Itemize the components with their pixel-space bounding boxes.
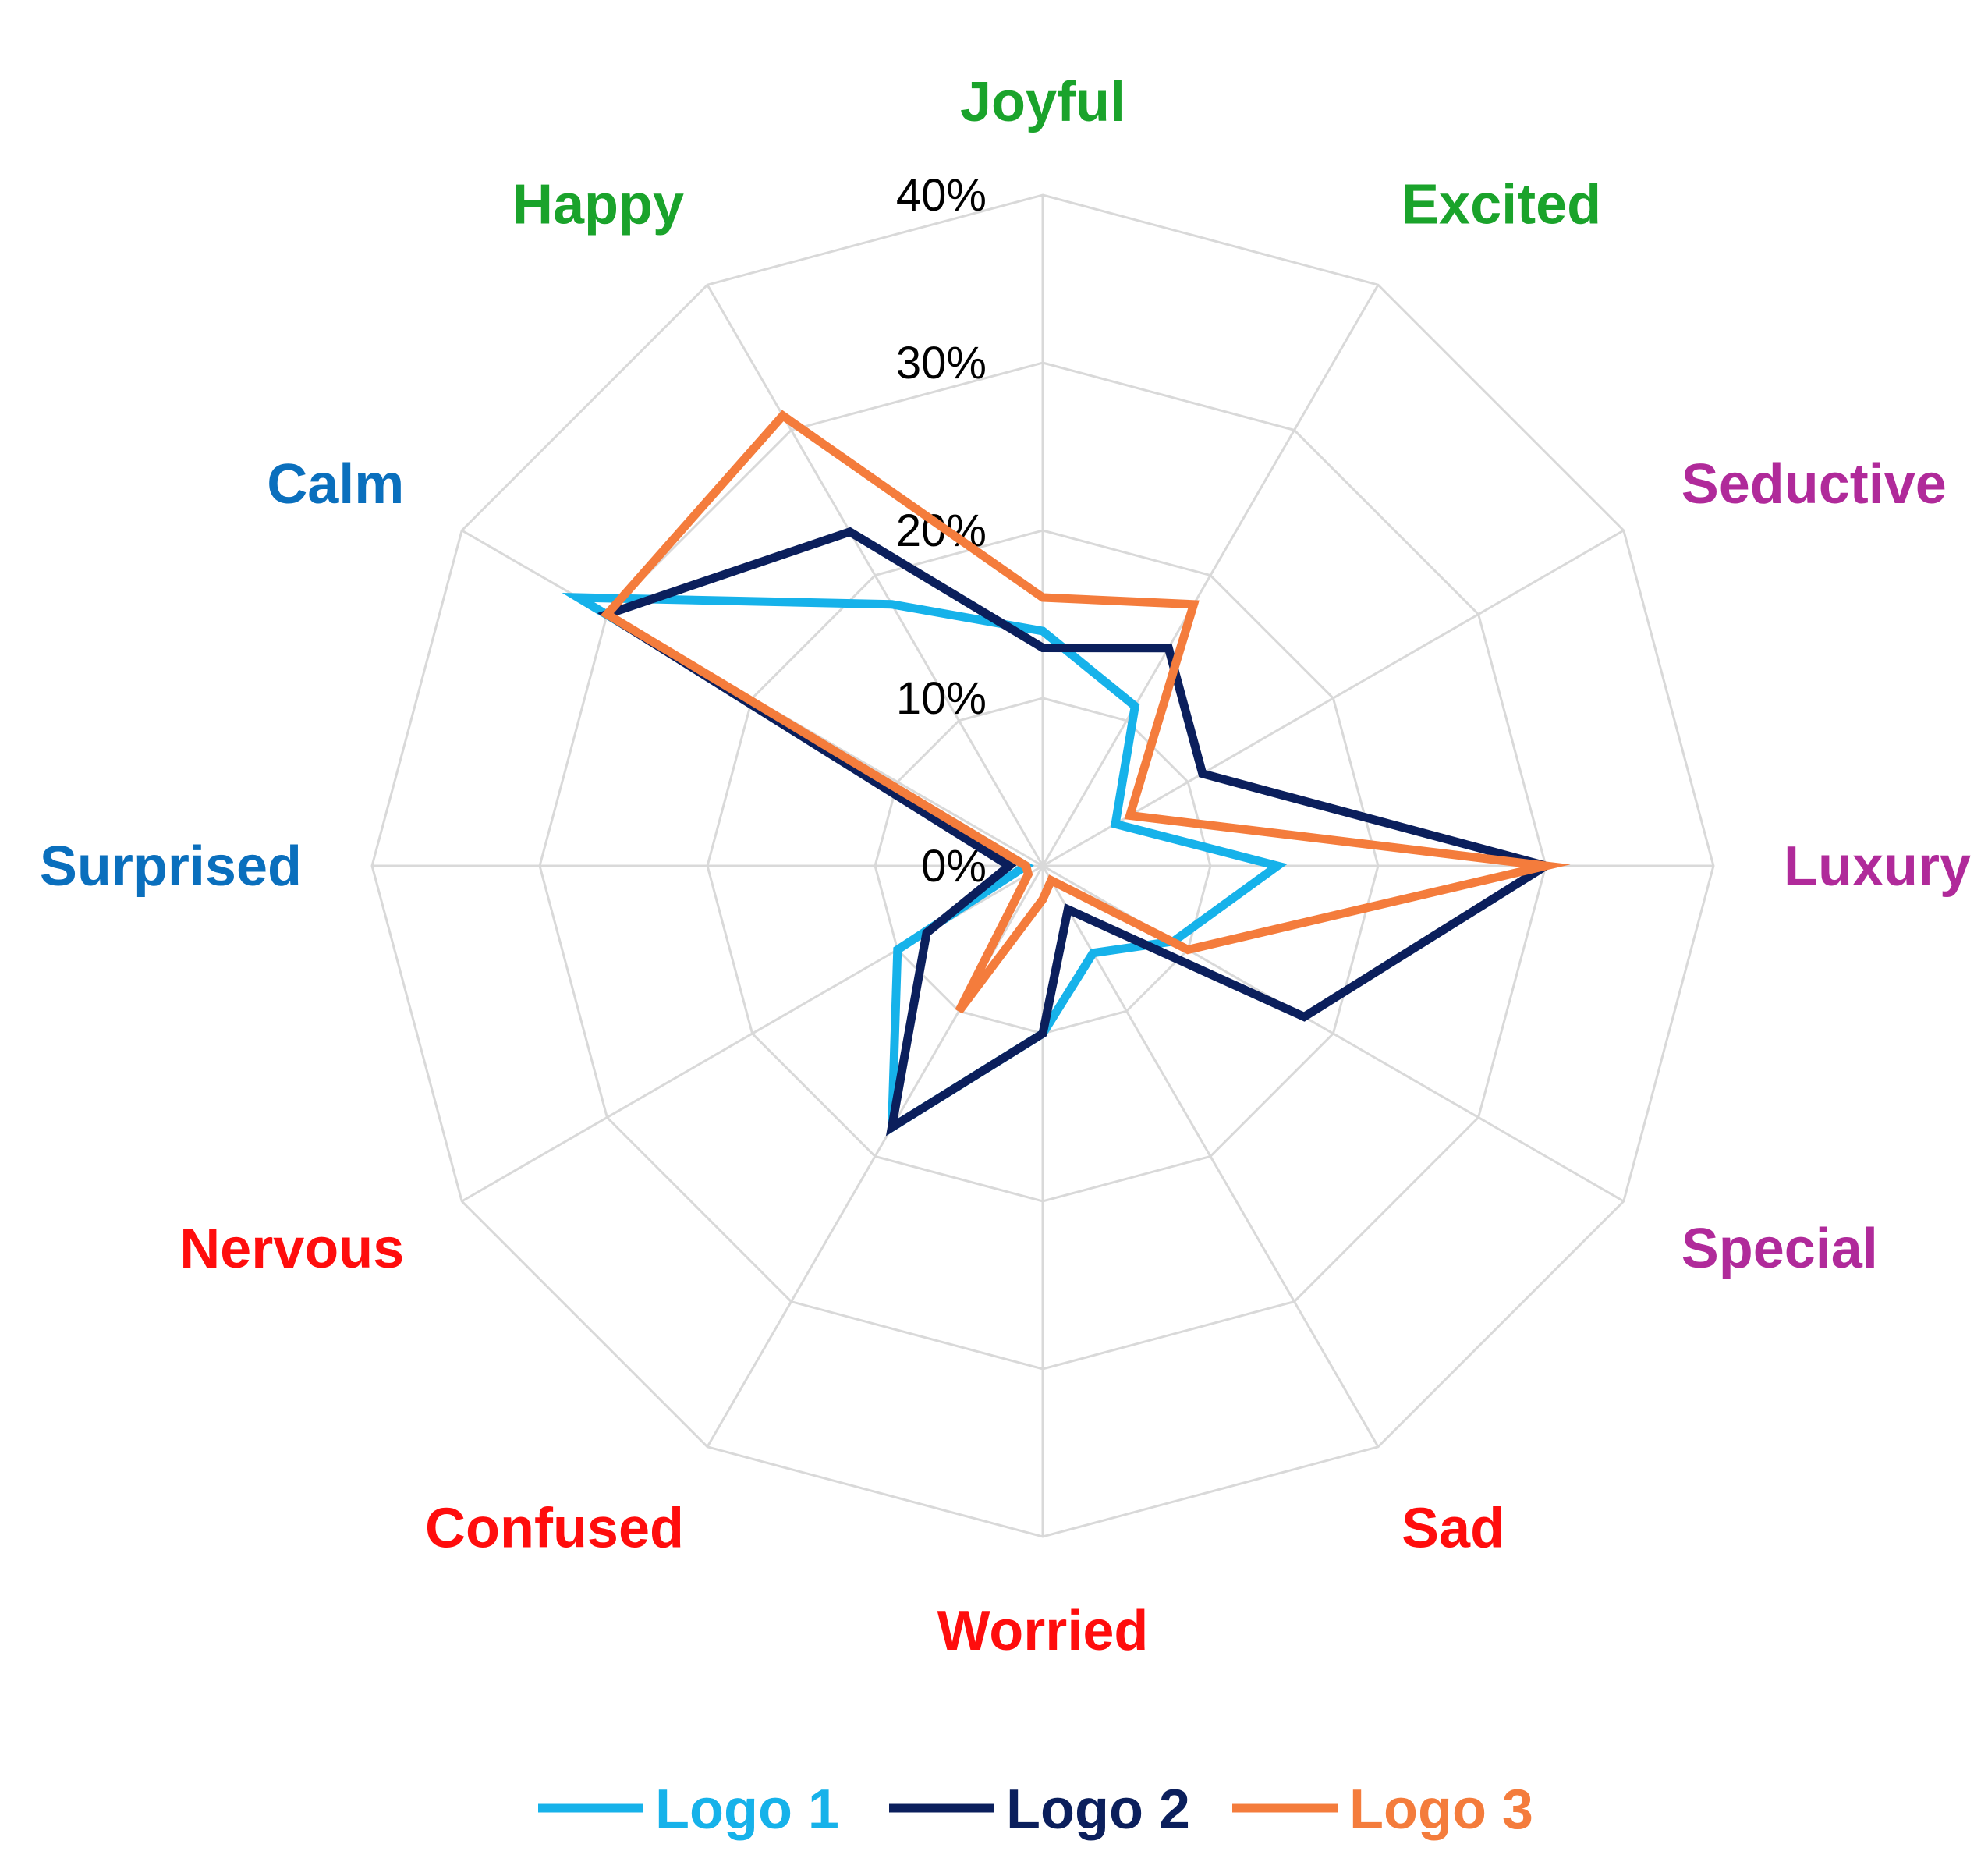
legend-label-logo-2: Logo 2 [1006, 1779, 1190, 1841]
category-label-calm: Calm [267, 453, 404, 516]
grid-spoke [1041, 865, 1380, 1448]
series-line-logo-2 [597, 527, 1557, 1137]
tick-label: 10% [896, 673, 987, 724]
category-label-special: Special [1681, 1218, 1878, 1280]
series-line-logo-3 [600, 410, 1571, 1014]
category-label-joyful: Joyful [960, 71, 1125, 133]
legend-label-logo-1: Logo 1 [655, 1779, 839, 1841]
legend-label-logo-3: Logo 3 [1349, 1779, 1533, 1841]
grid-spoke [706, 284, 1044, 867]
grid-spoke [1042, 529, 1625, 867]
tick-label: 30% [896, 338, 987, 388]
radial-tick-labels: 0%10%20%30%40% [896, 170, 987, 892]
category-label-seductive: Seductive [1681, 453, 1947, 516]
category-label-luxury: Luxury [1784, 835, 1971, 898]
category-label-surprised: Surprised [40, 835, 302, 898]
category-label-worried: Worried [937, 1600, 1149, 1662]
tick-label: 40% [896, 170, 987, 221]
series-lines [562, 410, 1571, 1137]
category-label-nervous: Nervous [179, 1218, 404, 1280]
legend: Logo 1 Logo 2 Logo 3 [538, 1779, 1533, 1841]
category-label-confused: Confused [425, 1498, 684, 1560]
category-label-sad: Sad [1402, 1498, 1504, 1560]
category-labels: Joyful Excited Seductive Luxury Special Sad Wo… [40, 71, 1971, 1662]
grid-spoke [1041, 284, 1380, 867]
category-label-happy: Happy [512, 173, 684, 236]
category-label-excited: Excited [1402, 173, 1601, 236]
